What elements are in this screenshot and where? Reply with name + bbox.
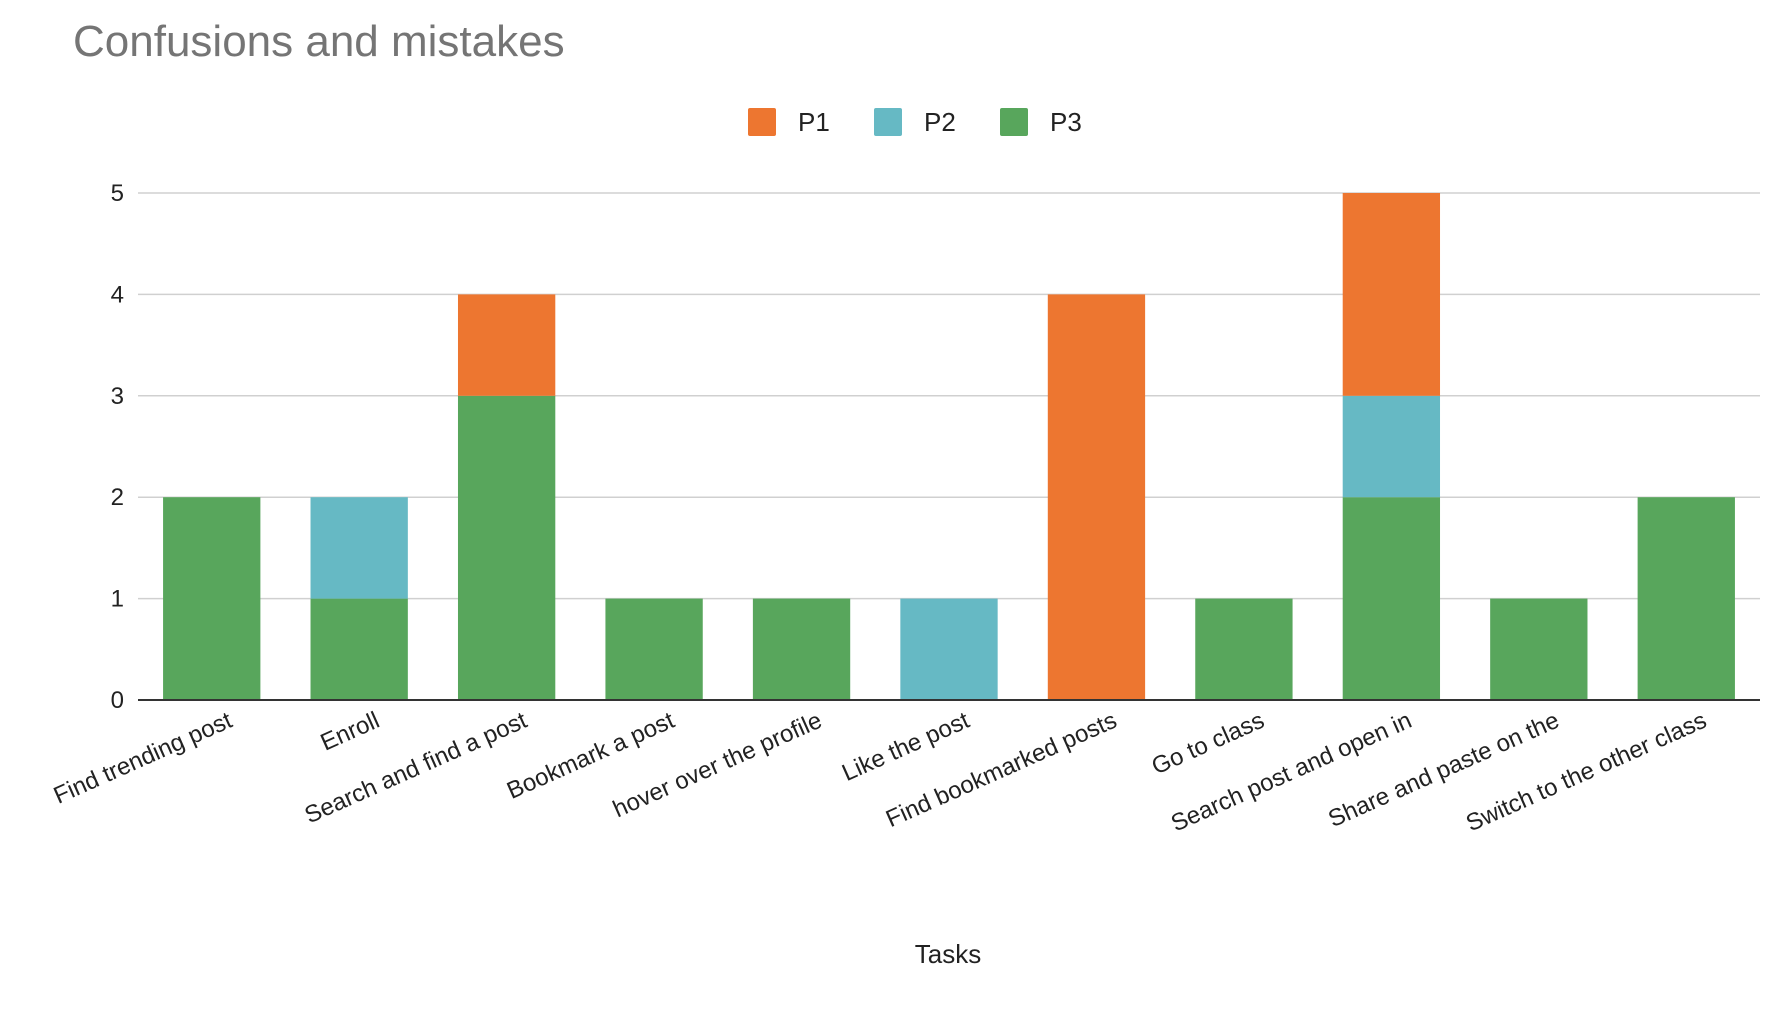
y-tick-label: 2 [111, 484, 124, 511]
x-tick-label: Enroll [317, 707, 384, 757]
x-tick-label: Switch to the other class [1462, 707, 1711, 837]
x-tick-label: Like the post [838, 707, 974, 787]
x-axis-label: Tasks [915, 939, 981, 969]
legend-swatch-p1 [748, 108, 776, 136]
bar-segment-p3 [457, 395, 556, 700]
y-tick-label: 1 [111, 586, 124, 613]
bar-segment-p2 [900, 598, 998, 700]
y-tick-label: 4 [111, 281, 124, 308]
legend-swatch-p2 [874, 108, 902, 136]
y-tick-label: 3 [111, 383, 124, 410]
bar-segment-p1 [457, 294, 556, 396]
bars [163, 193, 1735, 700]
chart-title: Confusions and mistakes [73, 17, 565, 66]
bar-segment-p3 [605, 598, 703, 700]
gridlines [138, 192, 1760, 600]
x-tick-label: Find trending post [50, 707, 237, 810]
x-tick-label: Go to class [1148, 707, 1269, 780]
legend-label-p3: P3 [1050, 107, 1082, 137]
bar-segment-p3 [1637, 497, 1735, 700]
bar-segment-p2 [310, 497, 408, 599]
y-axis-ticks: 0 1 2 3 4 5 [111, 180, 124, 714]
bar-segment-p3 [1490, 598, 1588, 700]
bar-segment-p1 [1047, 294, 1146, 700]
bar-segment-p3 [163, 497, 261, 700]
legend-label-p1: P1 [798, 107, 830, 137]
bar-segment-p3 [1195, 598, 1293, 700]
bar-segment-p2 [1342, 395, 1441, 498]
bar-segment-p3 [1342, 497, 1441, 700]
bar-segment-p3 [310, 598, 408, 700]
legend-label-p2: P2 [924, 107, 956, 137]
y-tick-label: 0 [111, 687, 124, 714]
bar-segment-p3 [752, 598, 851, 700]
legend: P1 P2 P3 [748, 107, 1082, 137]
x-tick-label: Search post and open in [1167, 707, 1416, 837]
legend-swatch-p3 [1000, 108, 1028, 136]
y-tick-label: 5 [111, 180, 124, 207]
bar-segment-p1 [1342, 193, 1441, 396]
